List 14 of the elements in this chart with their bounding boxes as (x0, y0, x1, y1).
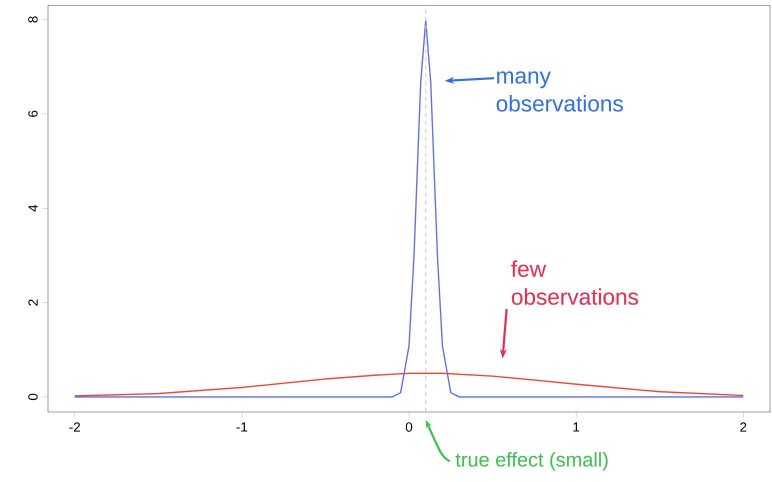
y-tick-label: 6 (28, 110, 38, 117)
x-tick-label: 2 (740, 422, 746, 432)
y-tick-label: 0 (28, 394, 38, 400)
ref-line-label: true effect (small) (456, 452, 608, 471)
annotation: many observations (496, 71, 623, 112)
y-tick-label: 4 (28, 204, 38, 212)
annotation: few observations (511, 260, 638, 305)
x-tick-label: 0 (406, 422, 412, 432)
y-tick-label: 2 (28, 300, 38, 306)
x-tick-label: 1 (573, 422, 580, 432)
line-series (74, 20, 744, 398)
x-tick-label: -1 (236, 422, 248, 432)
y-tick-label: 8 (28, 16, 38, 23)
x-tick-label: -2 (69, 422, 80, 432)
